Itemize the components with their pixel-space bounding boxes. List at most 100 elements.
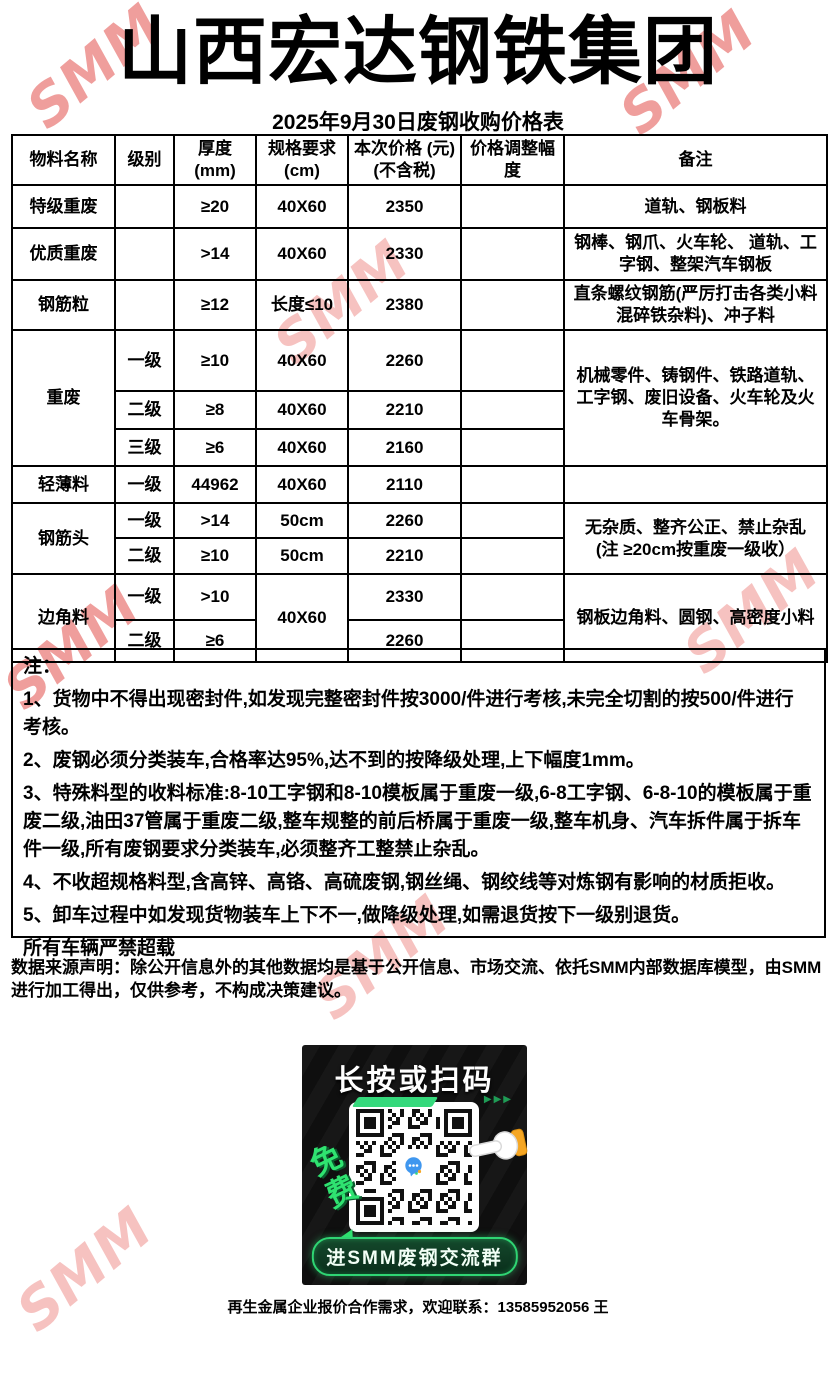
- cell-thickness: >10: [173, 573, 257, 622]
- cell-adjust: [460, 390, 565, 431]
- cell-grade: 二级: [114, 390, 175, 431]
- col-header-thickness: 厚度 (mm): [173, 133, 257, 187]
- cell-remark: 无杂质、整齐公正、禁止杂乱 (注 ≥20cm按重废一级收）: [563, 502, 828, 576]
- cell-material: 优质重废: [11, 227, 116, 282]
- cell-material: 重废: [11, 329, 116, 468]
- cell-grade: [114, 227, 175, 282]
- cell-spec: 40X60: [255, 390, 349, 431]
- notes-label: 注：: [23, 656, 62, 677]
- table-row: 重废 一级 ≥10 40X60 2260 机械零件、铸钢件、铁路道轨、工字钢、废…: [11, 329, 828, 468]
- join-group-button[interactable]: 进SMM废钢交流群: [311, 1237, 518, 1276]
- col-header-adjust: 价格调整幅度: [460, 133, 565, 187]
- page-title: 山西宏达钢铁集团: [118, 10, 718, 93]
- cell-spec: 40X60: [255, 428, 349, 468]
- cell-thickness: ≥10: [173, 329, 257, 393]
- table-row: 边角料 一级 >10 40X60 2330 钢板边角料、圆钢、高密度小料: [11, 573, 828, 664]
- table-row: 二级 ≥8 40X60 2210: [12, 390, 827, 431]
- cell-price: 2160: [347, 428, 462, 468]
- cell-thickness: ≥6: [173, 428, 257, 468]
- cell-grade: 三级: [114, 428, 175, 468]
- col-header-grade: 级别: [114, 133, 175, 187]
- cell-spec: 50cm: [255, 537, 349, 576]
- note-item: 4、不收超规格料型,含高锌、高铬、高硫废钢,钢丝绳、钢绞线等对炼钢有影响的材质拒…: [23, 872, 786, 893]
- data-source-statement: 数据来源声明：除公开信息外的其他数据均是基于公开信息、市场交流、依托SMM内部数…: [11, 958, 822, 1000]
- cell-spec: 长度≤10: [255, 279, 349, 332]
- table-row: 钢筋头 一级 >14 50cm 2260 无杂质、整齐公正、禁止杂乱 (注 ≥2…: [11, 502, 828, 576]
- cell-material: 轻薄料: [11, 465, 116, 505]
- note-item: 3、特殊料型的收料标准:8-10工字钢和8-10模板属于重废一级,6-8工字钢、…: [23, 783, 812, 860]
- cell-spec: 40X60: [255, 227, 349, 282]
- cell-remark: 机械零件、铸钢件、铁路道轨、工字钢、废旧设备、火车轮及火车骨架。: [563, 329, 828, 468]
- cell-thickness: ≥20: [173, 184, 257, 230]
- cell-price: 2210: [347, 390, 462, 431]
- cell-price: 2260: [347, 329, 462, 393]
- cell-thickness: 44962: [173, 465, 257, 505]
- cell-price: 2210: [347, 537, 462, 576]
- cell-thickness: ≥8: [173, 390, 257, 431]
- banner-headline: 长按或扫码: [334, 1065, 495, 1097]
- cell-adjust: [460, 227, 565, 282]
- cell-remark: [563, 465, 828, 505]
- footer-contact: 再生金属企业报价合作需求，欢迎联系：13585952056 王: [227, 1299, 609, 1316]
- cell-price: 2330: [347, 227, 462, 282]
- cell-price: 2260: [347, 502, 462, 540]
- cell-remark: 钢棒、钢爪、火车轮、 道轨、工字钢、整架汽车钢板: [563, 227, 828, 282]
- qr-code[interactable]: [349, 1097, 479, 1232]
- table-row: 二级 ≥10 50cm 2210: [12, 537, 827, 576]
- cell-spec: 40X60: [255, 329, 349, 393]
- cell-grade: [114, 184, 175, 230]
- price-table: 物料名称 级别 厚度 (mm) 规格要求 (cm) 本次价格 (元) (不含税)…: [11, 133, 828, 664]
- cell-remark: 直条螺纹钢筋(严厉打击各类小料混碎铁杂料)、冲子料: [563, 279, 828, 332]
- table-row: 钢筋粒 ≥12 长度≤10 2380 直条螺纹钢筋(严厉打击各类小料混碎铁杂料)…: [11, 279, 828, 332]
- cell-price: 2380: [347, 279, 462, 332]
- col-header-spec: 规格要求 (cm): [255, 133, 349, 187]
- cell-grade: 二级: [114, 619, 175, 664]
- pointing-hand-icon: [465, 1121, 531, 1177]
- cell-price: 2350: [347, 184, 462, 230]
- cell-spec: 40X60: [255, 184, 349, 230]
- cell-price: 2110: [347, 465, 462, 505]
- cell-adjust: [460, 279, 565, 332]
- cell-grade: 一级: [114, 573, 175, 622]
- cell-spec: 50cm: [255, 502, 349, 540]
- table-header-row: 物料名称 级别 厚度 (mm) 规格要求 (cm) 本次价格 (元) (不含税)…: [11, 133, 828, 187]
- cell-thickness: >14: [173, 227, 257, 282]
- note-item: 2、废钢必须分类装车,合格率达95%,达不到的按降级处理,上下幅度1mm。: [23, 750, 645, 771]
- col-header-material: 物料名称: [11, 133, 116, 187]
- qr-banner: 长按或扫码 ▶▶▶ 免费 进SMM废钢交流群: [300, 1045, 528, 1285]
- cell-spec: 40X60: [255, 465, 349, 505]
- cell-adjust: [460, 465, 565, 505]
- cell-adjust: [460, 184, 565, 230]
- cell-grade: 二级: [114, 537, 175, 576]
- qr-pattern: [356, 1109, 472, 1225]
- table-row: 轻薄料 一级 44962 40X60 2110: [11, 465, 828, 505]
- note-item: 1、货物中不得出现密封件,如发现完整密封件按3000/件进行考核,未完全切割的按…: [23, 689, 794, 738]
- table-row: 特级重废 ≥20 40X60 2350 道轨、钢板料: [11, 184, 828, 230]
- cell-adjust: [460, 573, 565, 622]
- notes-box: 注： 1、货物中不得出现密封件,如发现完整密封件按3000/件进行考核,未完全切…: [11, 648, 826, 959]
- banner-dashes-icon: ▶▶▶: [483, 1094, 513, 1105]
- table-row: 三级 ≥6 40X60 2160: [12, 428, 827, 468]
- col-header-remark: 备注: [563, 133, 828, 187]
- wechat-bubble-icon: [399, 1152, 429, 1182]
- table-row: 优质重废 >14 40X60 2330 钢棒、钢爪、火车轮、 道轨、工字钢、整架…: [11, 227, 828, 282]
- cell-material: 钢筋粒: [11, 279, 116, 332]
- cell-grade: 一级: [114, 465, 175, 505]
- cell-material: 特级重废: [11, 184, 116, 230]
- cell-grade: [114, 279, 175, 332]
- cell-price: 2330: [347, 573, 462, 622]
- cell-material: 钢筋头: [11, 502, 116, 576]
- table-row: 二级 ≥6 2260: [12, 619, 827, 664]
- cell-adjust: [460, 502, 565, 540]
- cell-adjust: [460, 428, 565, 468]
- page-subtitle: 2025年9月30日废钢收购价格表: [272, 111, 564, 134]
- cell-thickness: ≥10: [173, 537, 257, 576]
- qr-card-green-tab: [351, 1097, 439, 1107]
- cell-thickness: >14: [173, 502, 257, 540]
- cell-thickness: ≥12: [173, 279, 257, 332]
- col-header-price: 本次价格 (元) (不含税): [347, 133, 462, 187]
- cell-adjust: [460, 329, 565, 393]
- cell-adjust: [460, 537, 565, 576]
- cell-adjust: [460, 619, 565, 664]
- cell-grade: 一级: [114, 502, 175, 540]
